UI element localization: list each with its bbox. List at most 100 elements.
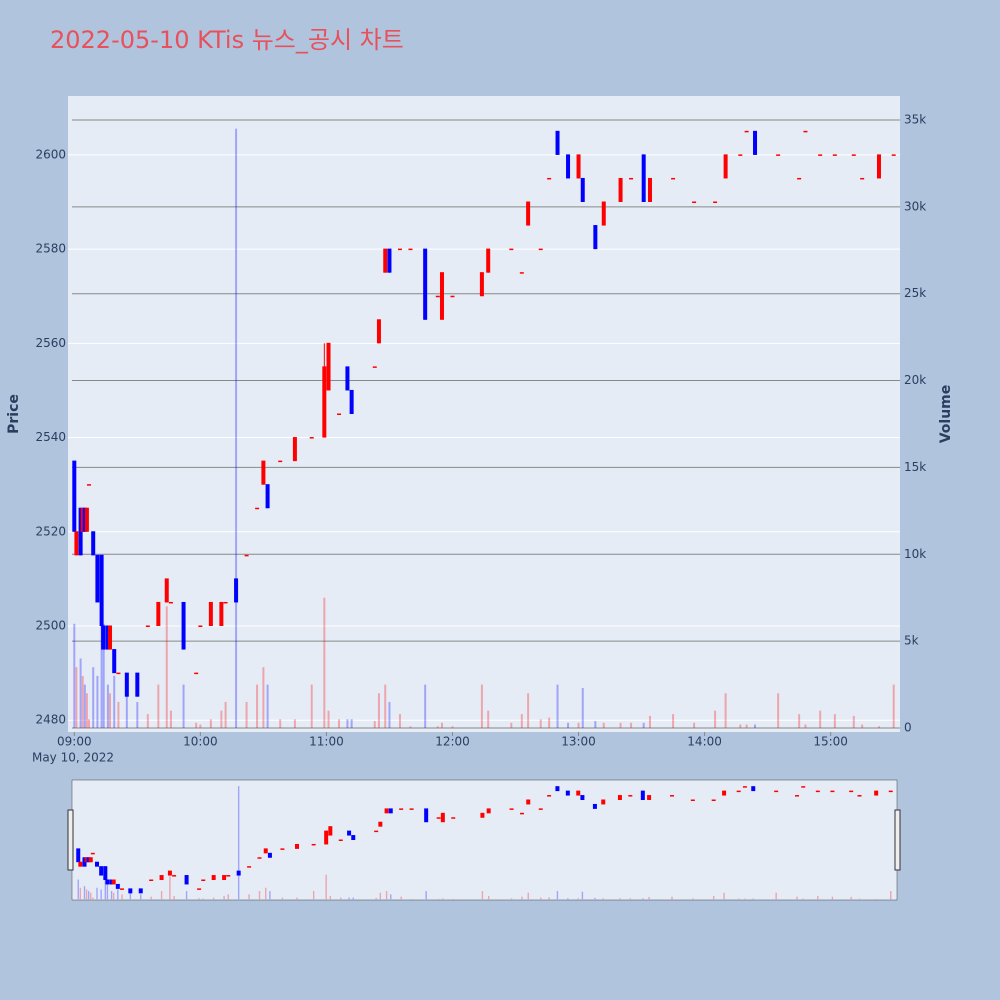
slider-volume-bar <box>629 898 632 900</box>
slider-volume-bar <box>817 895 819 900</box>
slider-volume-bar <box>110 891 113 900</box>
volume-bar <box>96 675 99 729</box>
candle-body <box>78 507 83 556</box>
volume-bar <box>220 710 223 729</box>
slider-candle <box>247 866 252 868</box>
slider-volume-bar <box>296 897 298 900</box>
candle-body <box>72 460 77 532</box>
volume-bar <box>245 701 248 729</box>
candle-body <box>181 601 186 650</box>
candle-body <box>292 437 297 462</box>
slider-volume-bar <box>858 898 861 900</box>
candle-body <box>208 601 213 626</box>
candle-body <box>423 248 428 320</box>
candle-body <box>576 154 581 179</box>
slider-handle-left[interactable] <box>67 809 74 871</box>
slider-candle <box>236 870 241 876</box>
candle-body <box>753 130 758 155</box>
slider-candle <box>159 875 164 880</box>
volume-bar <box>693 722 696 729</box>
y2-tick-label: 30k <box>904 199 926 213</box>
volume-bar <box>594 721 597 729</box>
y-tick-label: 2580 <box>35 242 66 256</box>
slider-volume-bar <box>85 889 88 900</box>
slider-volume-bar <box>269 891 271 900</box>
slider-volume-bar <box>106 879 109 900</box>
volume-bar <box>556 684 559 729</box>
slider-candle <box>172 875 177 877</box>
volume-bar <box>79 658 82 729</box>
slider-volume-bar <box>117 889 119 900</box>
y-tick-label: 2540 <box>35 430 66 444</box>
candle-body <box>135 672 140 697</box>
candle-body <box>82 507 87 532</box>
candle-body <box>486 248 491 273</box>
slider-volume-bar <box>737 898 740 900</box>
slider-candle <box>111 879 116 885</box>
slider-volume-bar <box>712 895 715 900</box>
candle-body <box>435 295 440 298</box>
candle-body <box>87 484 92 486</box>
candle-body <box>797 177 802 180</box>
slider-volume-bar <box>831 896 834 900</box>
slider-volume-bar <box>325 874 327 900</box>
volume-bar <box>819 710 822 729</box>
candle-body <box>101 625 106 650</box>
volume-bar <box>256 684 259 729</box>
volume-bar <box>739 724 742 729</box>
slider-candle <box>580 795 585 800</box>
volume-bar <box>527 693 530 729</box>
y2-tick-label: 20k <box>904 373 926 387</box>
slider-volume-bar <box>567 898 569 900</box>
slider-candle <box>565 790 570 796</box>
volume-bar <box>548 717 551 729</box>
volume-bar <box>146 714 149 729</box>
volume-bar <box>602 722 605 729</box>
slider-handle-right[interactable] <box>894 809 901 871</box>
volume-bar <box>182 684 185 729</box>
slider-candle <box>109 879 114 885</box>
volume-bar <box>539 719 542 729</box>
slider-volume-bar <box>521 896 523 900</box>
slider-volume-bar <box>79 887 82 900</box>
volume-bar <box>106 684 109 729</box>
slider-candle <box>424 808 429 823</box>
slider-candle <box>628 795 633 797</box>
slider-volume-bar <box>312 891 315 900</box>
slider-candle <box>742 786 747 788</box>
volume-bar <box>157 684 160 729</box>
x-tick-label: 11:00 <box>309 735 344 749</box>
y-tick-label: 2500 <box>35 619 66 633</box>
y2-tick-label: 5k <box>904 634 919 648</box>
candle-body <box>450 295 455 298</box>
slider-candle <box>90 852 95 855</box>
volume-bar <box>487 710 490 729</box>
slider-volume-bar <box>481 891 484 900</box>
slider-volume-bar <box>379 892 382 900</box>
volume-bar <box>113 675 116 729</box>
candle-body <box>647 177 652 202</box>
x-tick-label: 09:00 <box>57 735 92 749</box>
slider-volume-bar <box>775 892 777 900</box>
slider-volume-bar <box>850 896 852 900</box>
chart-title: 2022-05-10 KTis 뉴스_공시 차트 <box>50 26 404 54</box>
volume-bar <box>581 688 584 729</box>
slider-candle <box>751 786 756 792</box>
candle-body <box>818 154 823 156</box>
volume-bar <box>630 722 633 729</box>
slider-candle <box>311 843 316 846</box>
volume-bar <box>85 693 88 729</box>
slider-candle <box>76 848 81 863</box>
slider-candle <box>399 808 404 810</box>
volume-bar <box>100 589 103 729</box>
slider-candle <box>526 799 531 805</box>
candle-body <box>156 601 161 626</box>
candle-body <box>345 366 350 391</box>
range-slider[interactable] <box>71 779 898 901</box>
volume-bar <box>804 724 807 729</box>
slider-volume-bar <box>442 898 444 900</box>
candle-body <box>387 248 392 273</box>
plot-area <box>68 96 900 732</box>
slider-candle <box>99 866 104 876</box>
slider-candle <box>103 866 108 880</box>
